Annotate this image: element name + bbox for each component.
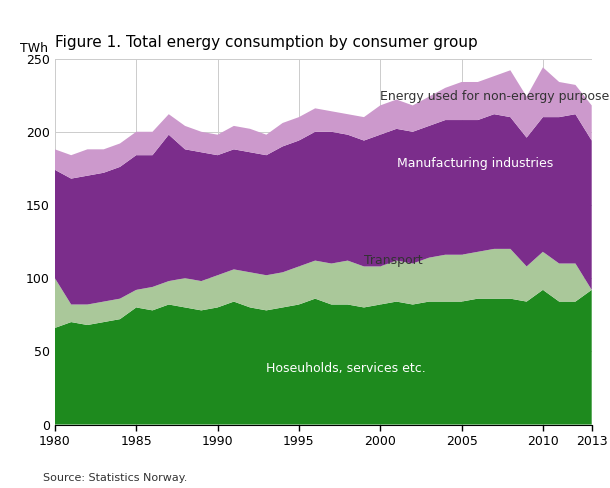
Text: Hoseuholds, services etc.: Hoseuholds, services etc. xyxy=(267,363,426,375)
Text: Transport: Transport xyxy=(364,254,423,267)
Text: Manufacturing industries: Manufacturing industries xyxy=(396,158,553,170)
Text: Energy used for non-energy purposes: Energy used for non-energy purposes xyxy=(380,90,610,103)
Text: Source: Statistics Norway.: Source: Statistics Norway. xyxy=(43,473,187,483)
Text: TWh: TWh xyxy=(20,42,48,55)
Text: Figure 1. Total energy consumption by consumer group: Figure 1. Total energy consumption by co… xyxy=(55,36,478,50)
